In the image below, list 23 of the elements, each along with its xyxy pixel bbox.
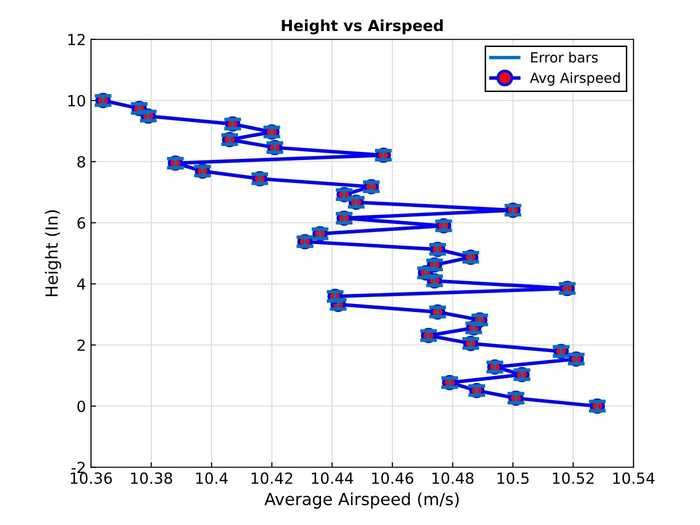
legend-label: Avg Airspeed <box>530 72 620 86</box>
x-tick-label: 10.5 <box>498 472 529 484</box>
x-tick-label: 10.36 <box>70 472 112 484</box>
y-tick-label: 6 <box>77 217 86 229</box>
y-tick-label: -2 <box>72 462 85 474</box>
x-tick-label: 10.52 <box>553 472 594 484</box>
y-tick-label: 8 <box>77 156 86 168</box>
x-tick-label: 10.54 <box>613 472 655 484</box>
y-tick-label: 12 <box>68 34 85 46</box>
y-tick-label: 0 <box>77 400 86 412</box>
x-tick-label: 10.46 <box>372 472 414 484</box>
x-axis-title: Average Airspeed (m/s) <box>264 492 459 509</box>
x-tick-label: 10.38 <box>131 472 172 484</box>
chart-title: Height vs Airspeed <box>282 19 443 34</box>
x-tick-label: 10.44 <box>312 472 354 484</box>
y-axis-title: Height (In) <box>45 210 62 296</box>
x-tick-label: 10.42 <box>252 472 292 484</box>
x-tick-label: 10.4 <box>196 472 228 484</box>
y-tick-label: 2 <box>78 339 85 351</box>
y-tick-label: 10 <box>68 94 86 107</box>
annotation: Error bars <box>531 52 598 63</box>
x-tick-label: 10.48 <box>432 472 474 484</box>
y-tick-label: 4 <box>77 278 86 290</box>
